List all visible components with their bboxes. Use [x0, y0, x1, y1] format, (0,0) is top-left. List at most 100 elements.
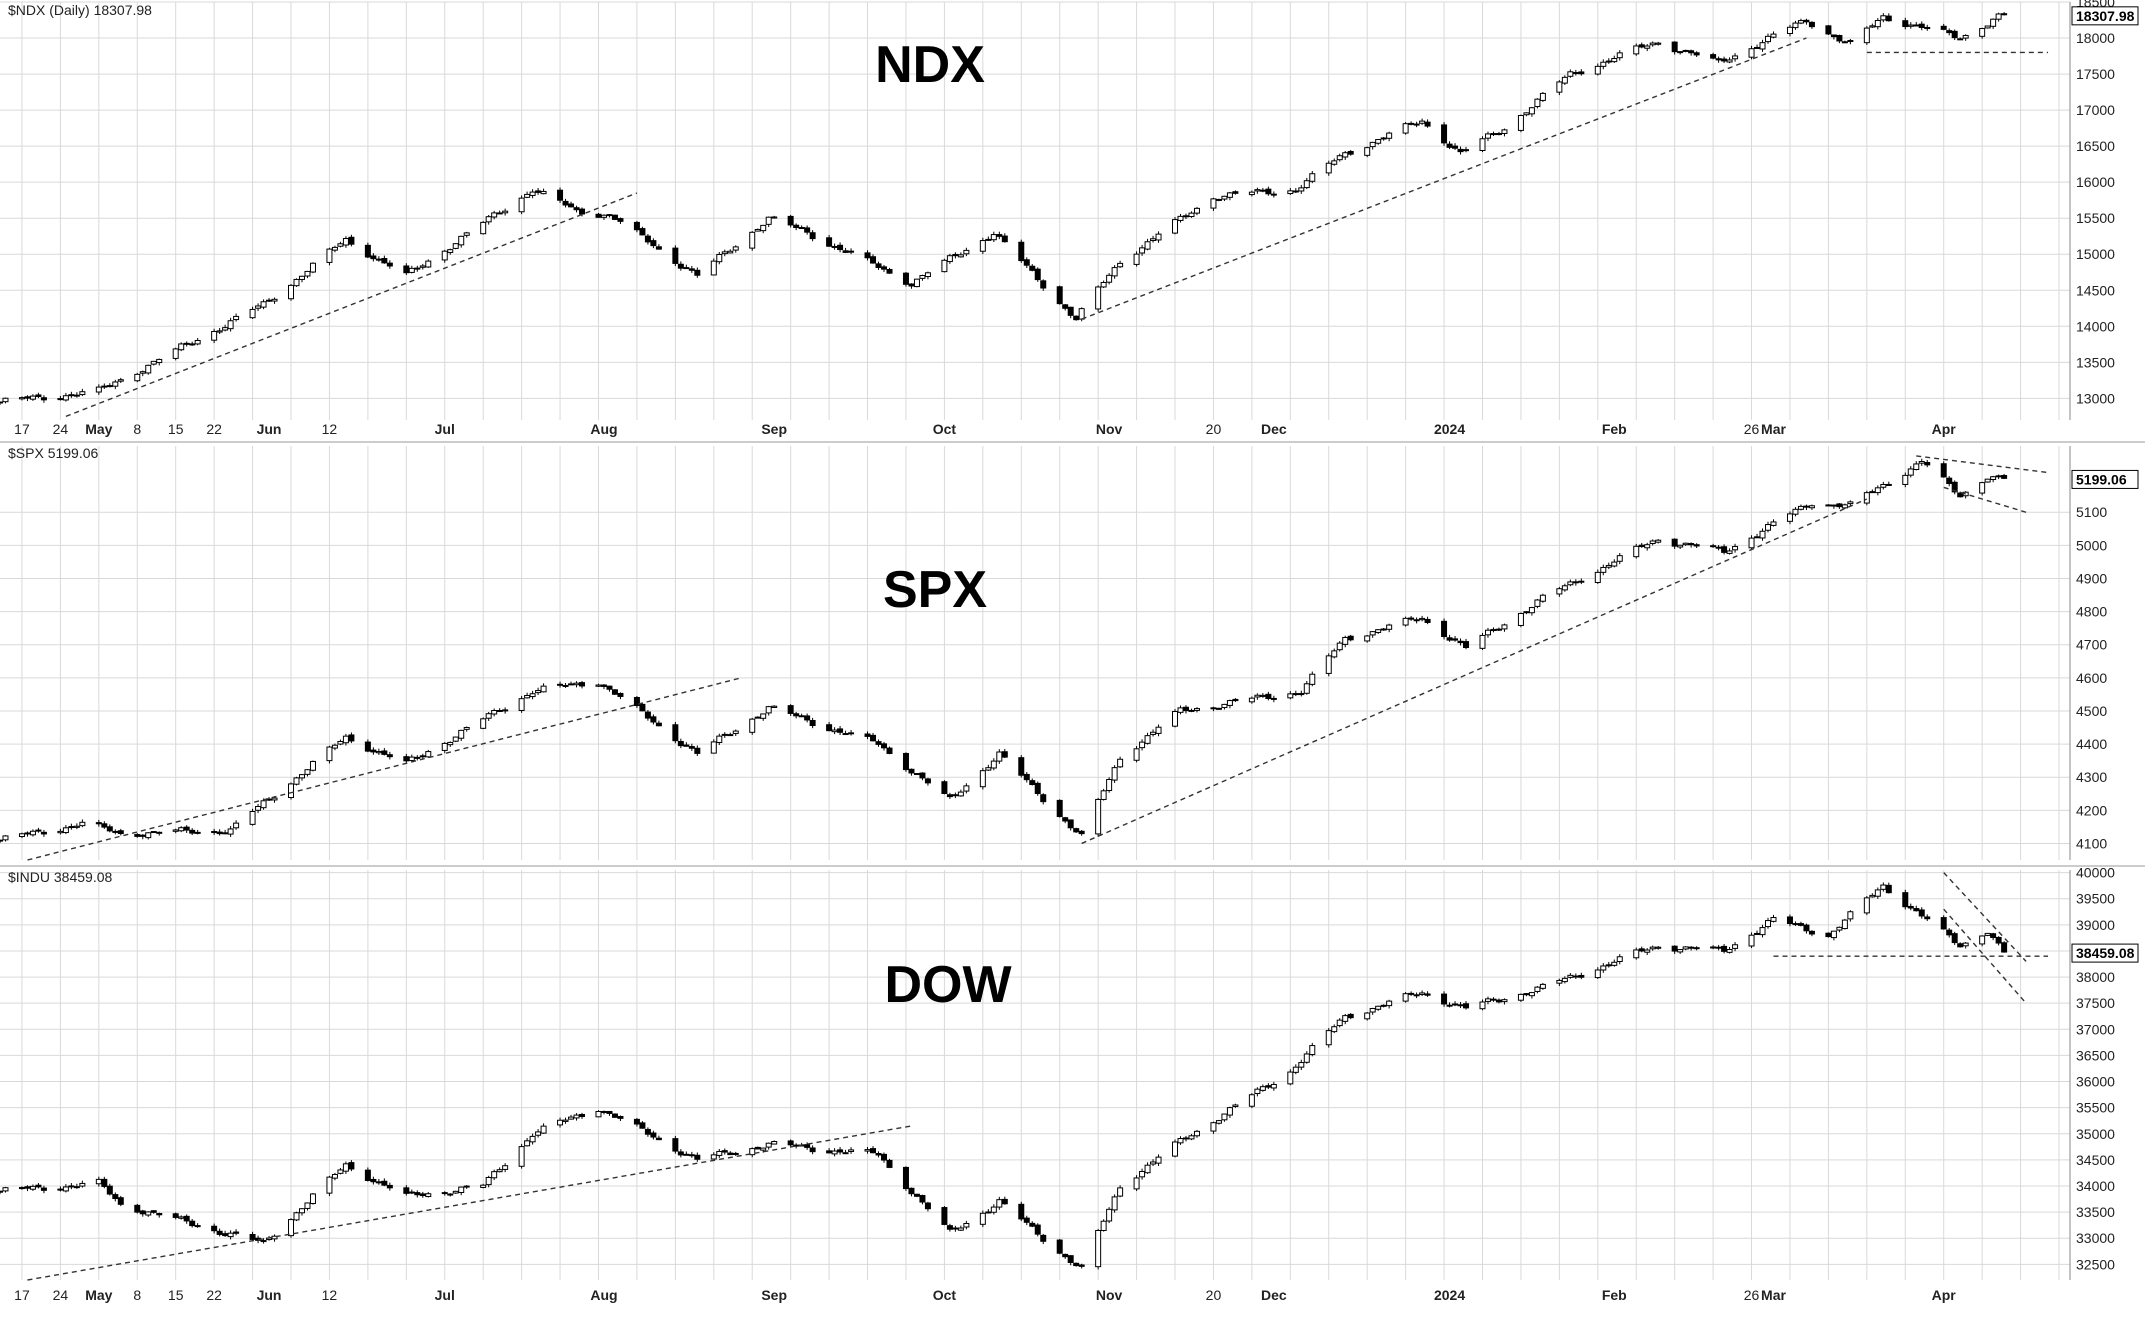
- candle-body: [1869, 491, 1876, 494]
- candle-body: [902, 752, 909, 771]
- candle-body: [0, 1190, 3, 1193]
- candle-body: [1946, 30, 1953, 34]
- candle-body: [617, 692, 624, 697]
- candle-body: [1803, 505, 1810, 508]
- candle-body: [502, 1165, 509, 1170]
- candle-body: [1193, 207, 1200, 214]
- candle-body: [1095, 798, 1102, 835]
- candle-body: [419, 755, 426, 758]
- candle-body: [1067, 306, 1074, 316]
- candle-body: [326, 1176, 333, 1194]
- candle-body: [617, 218, 624, 222]
- candle-body: [1682, 49, 1689, 52]
- candle-body: [1292, 693, 1299, 696]
- candle-body: [1710, 545, 1717, 548]
- candle-body: [941, 781, 948, 794]
- candle-body: [1902, 20, 1909, 28]
- y-tick-label: 4900: [2076, 570, 2107, 586]
- candle-body: [1177, 215, 1184, 221]
- y-tick-label: 4400: [2076, 736, 2107, 752]
- x-tick-label: Nov: [1096, 1287, 1123, 1303]
- candle-body: [688, 268, 695, 271]
- candle-body: [606, 685, 613, 690]
- candle-body: [1528, 607, 1535, 614]
- candle-body: [1594, 65, 1601, 75]
- last-value-box: [2071, 943, 2139, 963]
- candle-body: [1150, 238, 1157, 242]
- candle-body: [963, 1222, 970, 1228]
- candle-body: [178, 343, 185, 351]
- candle-body: [1298, 693, 1305, 696]
- candle-body: [1040, 794, 1047, 803]
- candle-body: [957, 1227, 964, 1231]
- candle-body: [1732, 55, 1739, 60]
- candle-body: [1528, 992, 1535, 997]
- candle-body: [79, 391, 86, 396]
- candle-body: [1907, 468, 1914, 476]
- candles: [0, 458, 2008, 844]
- candle-body: [331, 1173, 338, 1179]
- candle-body: [1287, 693, 1294, 699]
- candle-body: [1748, 48, 1755, 58]
- candle-body: [1726, 550, 1733, 554]
- candle-body: [1726, 949, 1733, 953]
- candle-body: [1287, 190, 1294, 195]
- candle-body: [1885, 483, 1892, 486]
- y-tick-label: 4200: [2076, 802, 2107, 818]
- candle-body: [1095, 286, 1102, 310]
- last-value-box: [2071, 6, 2139, 26]
- candle-body: [194, 831, 201, 834]
- candle-body: [298, 774, 305, 779]
- candle-body: [139, 834, 146, 837]
- candle-body: [370, 255, 377, 260]
- candle-body: [342, 238, 349, 246]
- candle-body: [721, 251, 728, 255]
- ndx-big-title: NDX: [875, 36, 985, 94]
- y-tick-label: 38000: [2076, 969, 2115, 985]
- candle-body: [1748, 537, 1755, 549]
- candle-body: [1232, 698, 1239, 702]
- candle-body: [1056, 1239, 1063, 1254]
- candle-body: [1732, 944, 1739, 949]
- candle-body: [716, 735, 723, 743]
- candle-body: [963, 785, 970, 792]
- candle-body: [842, 250, 849, 253]
- candle-body: [633, 696, 640, 707]
- y-tick-label: 33500: [2076, 1204, 2115, 1220]
- candle-body: [441, 250, 448, 261]
- candle-body: [908, 283, 915, 287]
- candle-body: [1534, 986, 1541, 992]
- candle-body: [1303, 180, 1310, 189]
- candle-body: [1106, 1208, 1113, 1222]
- candle-body: [1364, 1012, 1371, 1020]
- candle-body: [562, 200, 569, 206]
- x-tick-label: 20: [1206, 1287, 1222, 1303]
- candle-body: [924, 1202, 931, 1210]
- candle-body: [919, 275, 926, 279]
- candle-body: [1369, 631, 1376, 636]
- candle-body: [639, 703, 646, 712]
- x-tick-label: Mar: [1761, 421, 1786, 437]
- candle-body: [1226, 700, 1233, 706]
- candle-body: [1144, 1164, 1151, 1174]
- candle-body: [1303, 683, 1310, 694]
- candle-body: [557, 1119, 564, 1126]
- candle-body: [1100, 1220, 1107, 1231]
- last-value-label: 38459.08: [2076, 945, 2135, 961]
- candle-body: [18, 1187, 25, 1190]
- candle-body: [1265, 693, 1272, 699]
- candle-body: [919, 1194, 926, 1203]
- candle-body: [1616, 52, 1623, 59]
- x-tick-label: Jul: [435, 421, 455, 437]
- candle-body: [765, 706, 772, 714]
- candle-body: [337, 1169, 344, 1174]
- candle-body: [1073, 315, 1080, 321]
- candle-body: [331, 246, 338, 251]
- candle-body: [1248, 697, 1255, 703]
- candle-body: [1495, 133, 1502, 136]
- ndx-panel: 13000 13500 14000 14500 15000 15500 16000 16500…: [0, 0, 2139, 437]
- candle-body: [1721, 546, 1728, 553]
- candle-body: [249, 1234, 256, 1240]
- candle-body: [535, 1131, 542, 1136]
- x-tick-label: Nov: [1096, 421, 1123, 437]
